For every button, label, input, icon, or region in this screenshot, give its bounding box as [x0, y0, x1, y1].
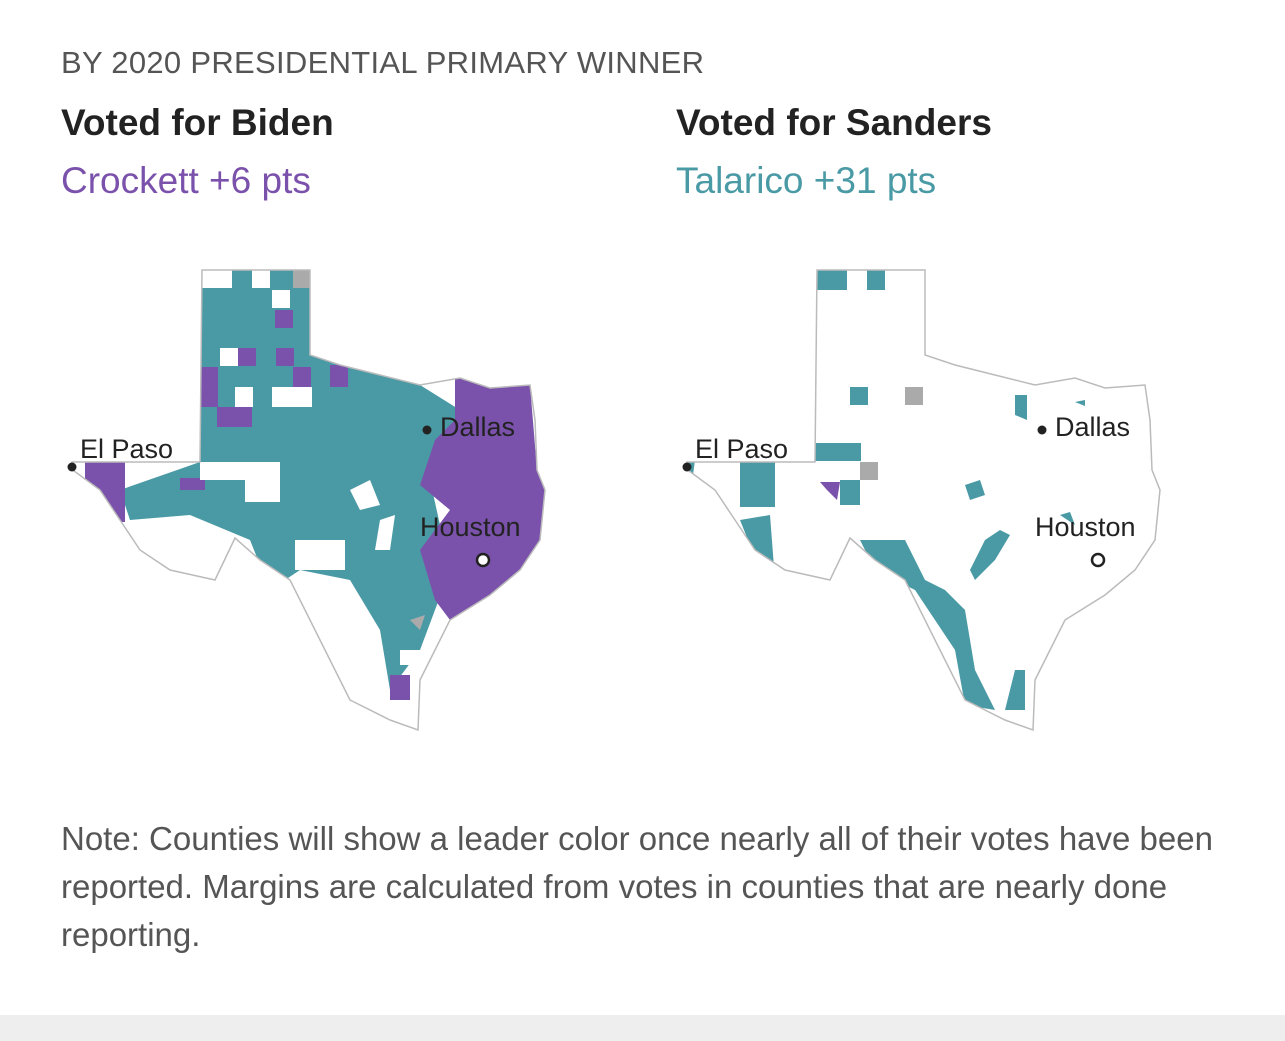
houston-marker — [1090, 552, 1106, 568]
dallas-marker — [422, 425, 432, 435]
el-paso-label: El Paso — [695, 434, 788, 464]
teal-counties — [120, 270, 460, 690]
biden-panel-leader: Crockett +6 pts — [61, 160, 311, 201]
el-paso-marker — [682, 462, 692, 472]
houston-label: Houston — [420, 512, 521, 542]
dallas-marker — [1037, 425, 1047, 435]
houston-marker — [475, 552, 491, 568]
purple-counties-east — [420, 378, 545, 620]
sanders-voters-map: El Paso Dallas Houston — [682, 269, 1161, 731]
biden-panel-heading: Voted for Biden — [61, 102, 334, 143]
houston-label: Houston — [1035, 512, 1136, 542]
section-kicker: BY 2020 PRESIDENTIAL PRIMARY WINNER — [61, 45, 705, 80]
el-paso-label: El Paso — [80, 434, 173, 464]
sanders-panel-leader: Talarico +31 pts — [676, 160, 937, 201]
dallas-label: Dallas — [1055, 412, 1130, 442]
biden-voters-map: El Paso Dallas Houston — [67, 269, 546, 731]
el-paso-marker — [67, 462, 77, 472]
bottom-divider — [0, 1015, 1285, 1041]
footnote: Note: Counties will show a leader color … — [61, 820, 1213, 953]
sanders-panel-heading: Voted for Sanders — [676, 102, 992, 143]
dallas-label: Dallas — [440, 412, 515, 442]
